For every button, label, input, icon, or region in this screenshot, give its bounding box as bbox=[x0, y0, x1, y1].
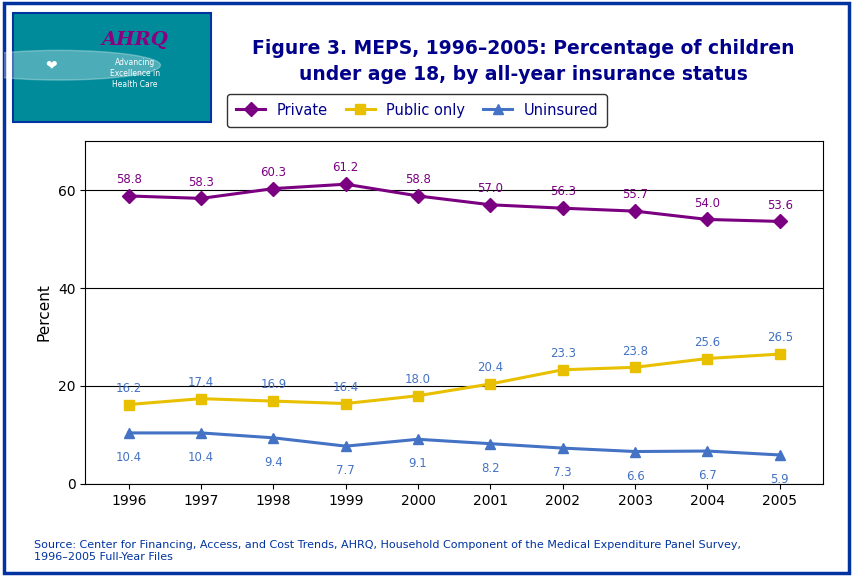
Text: 60.3: 60.3 bbox=[260, 166, 286, 179]
Text: Source: Center for Financing, Access, and Cost Trends, AHRQ, Household Component: Source: Center for Financing, Access, an… bbox=[34, 540, 740, 562]
Text: 7.7: 7.7 bbox=[336, 464, 354, 477]
Text: 5.9: 5.9 bbox=[769, 473, 788, 486]
Text: Figure 3. MEPS, 1996–2005: Percentage of children
under age 18, by all-year insu: Figure 3. MEPS, 1996–2005: Percentage of… bbox=[252, 39, 794, 84]
Text: 26.5: 26.5 bbox=[766, 331, 792, 344]
Text: 54.0: 54.0 bbox=[694, 197, 720, 210]
Text: 58.8: 58.8 bbox=[405, 173, 430, 186]
Text: AHRQ: AHRQ bbox=[101, 32, 169, 50]
Text: 16.9: 16.9 bbox=[260, 378, 286, 391]
Text: 56.3: 56.3 bbox=[549, 185, 575, 199]
Text: 18.0: 18.0 bbox=[405, 373, 430, 386]
Text: Advancing
Excellence in
Health Care: Advancing Excellence in Health Care bbox=[110, 58, 160, 89]
Text: 9.1: 9.1 bbox=[408, 457, 427, 471]
Text: 17.4: 17.4 bbox=[187, 376, 214, 389]
Text: 6.7: 6.7 bbox=[697, 469, 716, 482]
Text: 6.6: 6.6 bbox=[625, 469, 644, 483]
Bar bbox=[13, 13, 211, 122]
Text: 8.2: 8.2 bbox=[481, 462, 499, 475]
Text: 16.2: 16.2 bbox=[115, 382, 141, 395]
Text: 25.6: 25.6 bbox=[694, 336, 720, 349]
Text: 20.4: 20.4 bbox=[477, 361, 503, 374]
Y-axis label: Percent: Percent bbox=[36, 283, 51, 342]
Text: 23.3: 23.3 bbox=[549, 347, 575, 360]
Text: 57.0: 57.0 bbox=[477, 182, 503, 195]
Legend: Private, Public only, Uninsured: Private, Public only, Uninsured bbox=[227, 94, 607, 127]
Text: 7.3: 7.3 bbox=[553, 466, 572, 479]
Text: 16.4: 16.4 bbox=[332, 381, 359, 394]
Text: 53.6: 53.6 bbox=[766, 199, 792, 212]
Text: ❤: ❤ bbox=[45, 58, 56, 72]
Text: 10.4: 10.4 bbox=[187, 451, 214, 464]
Text: 9.4: 9.4 bbox=[263, 456, 282, 469]
Text: 58.3: 58.3 bbox=[188, 176, 214, 189]
Text: 58.8: 58.8 bbox=[116, 173, 141, 186]
Circle shape bbox=[0, 50, 160, 80]
Text: 10.4: 10.4 bbox=[116, 451, 141, 464]
Text: 23.8: 23.8 bbox=[621, 344, 648, 358]
Text: 61.2: 61.2 bbox=[332, 161, 359, 175]
Text: 55.7: 55.7 bbox=[621, 188, 648, 202]
